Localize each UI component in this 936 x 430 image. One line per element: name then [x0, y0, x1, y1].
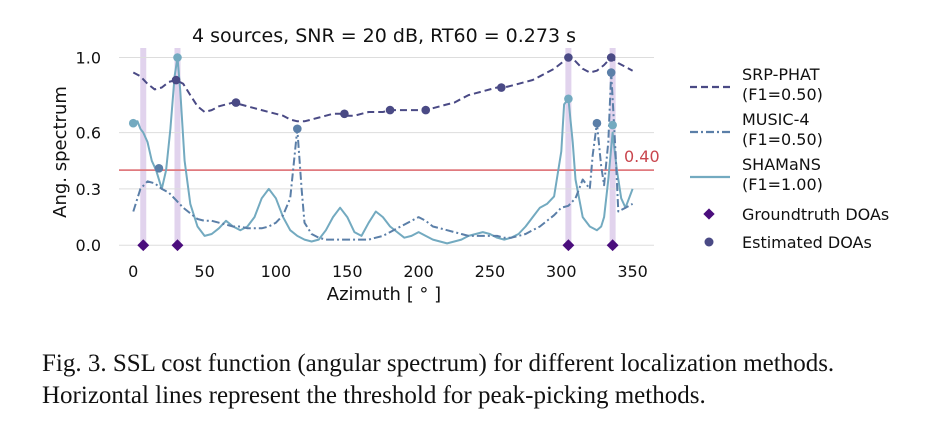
legend-srp-f1: (F1=0.50): [742, 85, 823, 104]
groundtruth-band-3: [609, 48, 616, 249]
y-tick-label-3: 1.0: [76, 49, 101, 68]
estimated-doa-marker-15: [608, 120, 617, 130]
estimated-doa-marker-10: [592, 118, 602, 128]
groundtruth-marker-2: [562, 239, 575, 252]
estimated-doa-marker-2: [340, 109, 349, 119]
groundtruth-band-2: [565, 48, 572, 249]
markers: [128, 53, 619, 252]
caption-line-2: Horizontal lines represent the threshold…: [42, 382, 706, 409]
series-line-shamans: [132, 56, 634, 245]
estimated-doa-marker-4: [421, 105, 431, 115]
legend-groundtruth-label: Groundtruth DOAs: [742, 205, 889, 224]
chart-title: 4 sources, SNR = 20 dB, RT60 = 0.273 s: [192, 25, 576, 47]
groundtruth-marker-1: [171, 239, 184, 252]
estimated-doa-marker-14: [564, 94, 573, 104]
estimated-doa-marker-1: [231, 98, 241, 107]
legend-music-label: MUSIC-4: [742, 110, 810, 129]
groundtruth-marker-0: [137, 239, 150, 252]
legend-srp-label: SRP-PHAT: [742, 65, 820, 84]
legend-music-f1: (F1=0.50): [742, 130, 823, 149]
caption-line-1: Fig. 3. SSL cost function (angular spect…: [42, 350, 835, 377]
estimated-doa-marker-11: [606, 68, 616, 77]
x-tick-label-1: 50: [194, 262, 214, 281]
x-tick-label-5: 250: [475, 262, 506, 281]
legend-groundtruth-marker: [703, 208, 715, 220]
tick-labels: 0 50 100 150 200 250 300 350 0.0 0.3 0.6 1.0: [76, 49, 648, 281]
ssl-chart: 0.40 0 50 100 150 200 250 300 350 0.0 0.3 0.6 1.0 4…: [50, 25, 889, 305]
y-axis-label: Ang. spectrum: [50, 86, 71, 218]
estimated-doa-marker-0: [171, 75, 181, 85]
estimated-doa-marker-9: [293, 124, 302, 134]
x-tick-label-4: 200: [403, 262, 434, 281]
y-tick-label-1: 0.3: [76, 180, 101, 199]
groundtruth-band-1: [174, 48, 181, 249]
groundtruth-band-0: [140, 48, 147, 249]
groundtruth-bands: [140, 48, 616, 249]
legend-shamans-f1: (F1=1.00): [742, 175, 823, 194]
estimated-doa-marker-7: [606, 53, 616, 62]
threshold-label: 0.40: [624, 147, 660, 166]
estimated-doa-marker-5: [497, 83, 506, 92]
estimated-doa-marker-3: [385, 105, 395, 115]
x-tick-label-2: 100: [261, 262, 292, 281]
x-tick-label-6: 300: [546, 262, 577, 281]
legend: SRP-PHAT (F1=0.50) MUSIC-4 (F1=0.50) SHA…: [690, 65, 889, 252]
series-line-srp-phat: [132, 56, 634, 123]
groundtruth-marker-3: [606, 239, 619, 252]
estimated-doa-marker-6: [564, 53, 573, 62]
legend-estimated-marker: [704, 237, 714, 247]
series-line-music-4: [132, 71, 634, 241]
threshold-layer: 0.40: [119, 147, 660, 172]
x-tick-label-7: 350: [617, 262, 648, 281]
x-axis-label: Azimuth [ ° ]: [327, 284, 441, 305]
series-lines: [132, 56, 634, 245]
estimated-doa-marker-12: [128, 118, 138, 128]
legend-estimated-label: Estimated DOAs: [742, 233, 872, 252]
y-tick-label-0: 0.0: [76, 236, 101, 255]
y-tick-label-2: 0.6: [76, 124, 101, 143]
x-tick-label-3: 150: [332, 262, 363, 281]
x-tick-label-0: 0: [128, 262, 138, 281]
legend-shamans-label: SHAMaNS: [742, 155, 821, 174]
estimated-doa-marker-13: [173, 53, 182, 62]
figure-caption: Fig. 3. SSL cost function (angular spect…: [42, 348, 922, 412]
estimated-doa-marker-8: [154, 163, 164, 173]
